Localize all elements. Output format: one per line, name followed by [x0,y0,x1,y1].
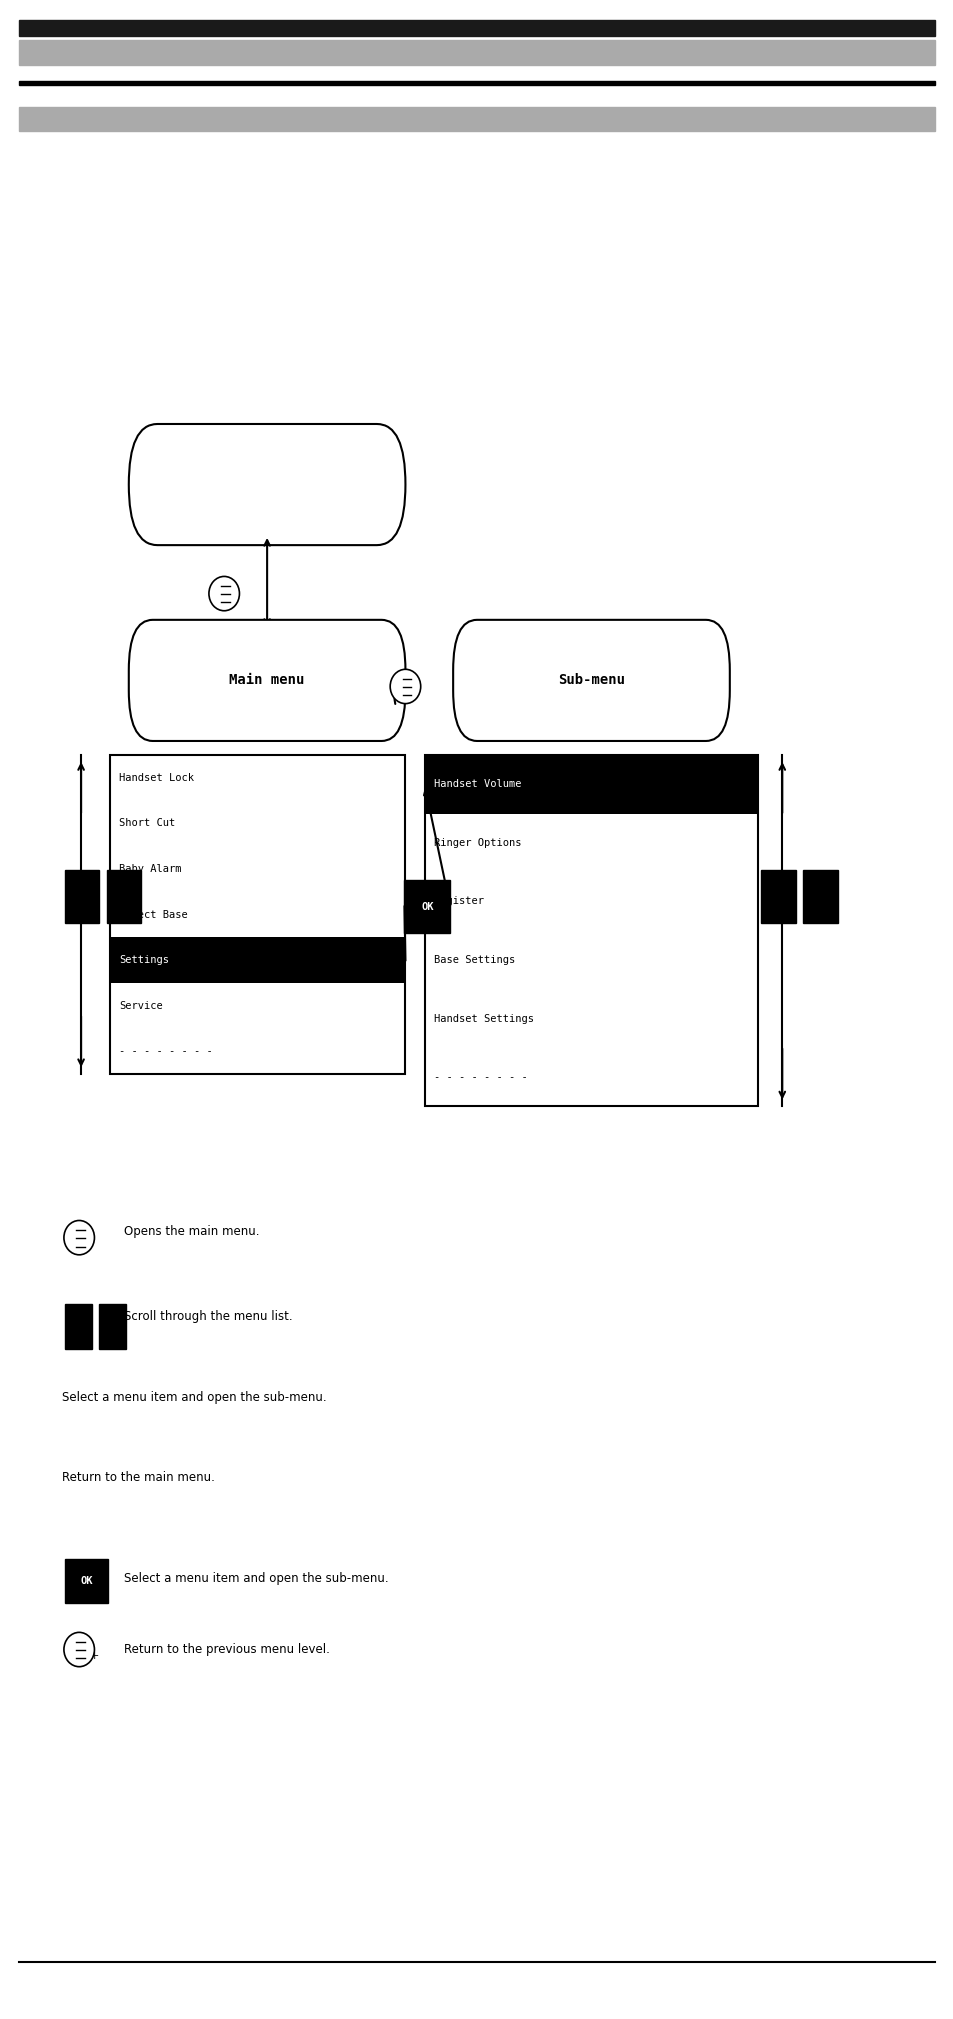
Bar [424,755,758,814]
Ellipse shape [64,1219,94,1254]
Text: Return to the previous menu level.: Return to the previous menu level. [124,1643,330,1656]
Text: Ringer Options: Ringer Options [434,838,521,848]
Text: Short Cut: Short Cut [119,818,175,828]
Text: - - - - - - - -: - - - - - - - - [119,1046,213,1056]
FancyBboxPatch shape [453,620,729,741]
Bar [65,1559,108,1603]
Text: - - - - - - - -: - - - - - - - - [434,1072,527,1082]
Text: Sub-menu: Sub-menu [558,674,624,686]
Bar [19,20,934,36]
Text: Select Base: Select Base [119,911,188,919]
Bar [404,880,450,933]
Text: +: + [90,1652,99,1660]
Ellipse shape [64,1631,94,1668]
Bar [110,755,405,1074]
Bar [110,937,405,983]
Text: Handset Settings: Handset Settings [434,1014,534,1024]
Bar [65,1304,91,1349]
FancyBboxPatch shape [129,620,405,741]
Bar [65,870,99,923]
Ellipse shape [209,577,239,610]
Bar [19,107,934,131]
FancyBboxPatch shape [129,424,405,545]
Text: Select a menu item and open the sub-menu.: Select a menu item and open the sub-menu… [62,1391,326,1403]
Text: Main menu: Main menu [229,674,305,686]
Text: Base Settings: Base Settings [434,955,515,965]
Text: Settings: Settings [119,955,169,965]
Bar [107,870,141,923]
Text: Handset Volume: Handset Volume [434,779,521,789]
Text: OK: OK [420,902,434,911]
Text: Return to the main menu.: Return to the main menu. [62,1472,214,1484]
Text: Baby Alarm: Baby Alarm [119,864,182,874]
Text: Service: Service [119,1001,163,1012]
Text: Opens the main menu.: Opens the main menu. [124,1226,259,1238]
Text: Scroll through the menu list.: Scroll through the menu list. [124,1310,293,1322]
Bar [19,40,934,65]
Ellipse shape [390,670,420,703]
Text: OK: OK [80,1577,92,1585]
Text: Register: Register [434,896,483,907]
Bar [760,870,795,923]
Bar [802,870,837,923]
Bar [99,1304,126,1349]
Bar [19,81,934,85]
Bar [424,755,758,1106]
Text: Select a menu item and open the sub-menu.: Select a menu item and open the sub-menu… [124,1573,388,1585]
Text: Handset Lock: Handset Lock [119,773,194,783]
